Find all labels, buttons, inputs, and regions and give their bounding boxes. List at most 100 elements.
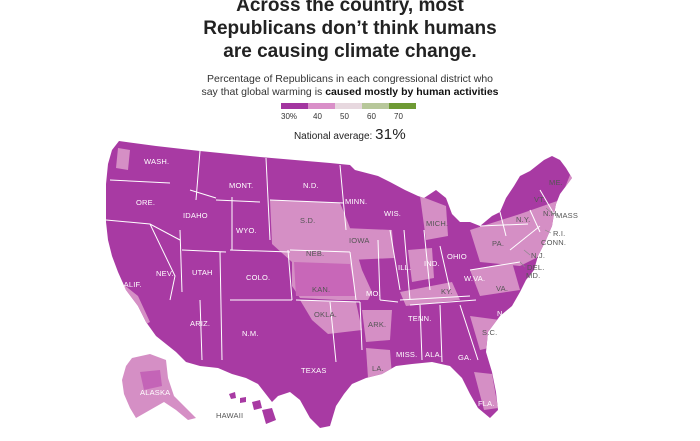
label-mo: MO. [366,289,381,298]
legend-swatch-4 [362,103,389,109]
label-neb: NEB. [306,249,324,258]
label-ala: ALA. [425,350,442,359]
label-calif: CALIF. [118,280,142,289]
district-kentucky-light [400,282,460,306]
label-sc: S.C. [482,328,497,337]
district-florida-light [474,372,498,410]
state-borders [106,150,555,363]
district-virginia-light [470,262,520,296]
label-alaska: ALASKA [140,388,170,397]
label-va: VA. [496,284,508,293]
district-iowa-light [344,228,394,260]
legend-swatch-3 [335,103,362,109]
label-ill: ILL. [398,263,411,272]
title-line-1: Across the country, most [236,0,464,16]
label-utah: UTAH [192,268,213,277]
district-indiana-ohio-light [408,248,434,282]
map-subtitle: Percentage of Republicans in each congre… [0,73,700,99]
label-conn: CONN. [541,238,566,247]
legend-swatch-5 [389,103,416,109]
district-arkansas-light [362,310,392,342]
district-washington-light [116,148,130,170]
label-sd: S.D. [300,216,315,225]
hawaii-island-4 [262,408,276,424]
label-ohio: OHIO [447,252,467,261]
label-wash: WASH. [144,157,169,166]
label-texas: TEXAS [301,366,327,375]
label-nj: N.J. [531,251,545,260]
alaska [122,354,196,420]
label-okla: OKLA. [314,310,337,319]
national-average-value: 31% [375,126,407,143]
label-kan: KAN. [312,285,330,294]
label-ind: IND. [424,259,440,268]
label-ky: KY. [441,287,453,296]
label-nh: N.H. [543,209,559,218]
national-average: National average: 31% [0,126,700,143]
subtitle-emphasis: caused mostly by human activities [325,86,499,98]
label-md: MD. [526,271,540,280]
label-del: DEL. [527,263,544,272]
label-la: LA. [372,364,384,373]
subtitle-line-1: Percentage of Republicans in each congre… [207,73,493,85]
alaska-shape [122,354,196,420]
label-pa: PA. [492,239,504,248]
alaska-district-dark [140,370,162,390]
hawaii-island-3 [252,400,262,410]
national-average-label: National average: [293,131,373,142]
label-ny: N.Y. [516,215,530,224]
label-ore: ORE. [136,198,155,207]
hawaii-island-1 [229,392,236,399]
subtitle-line-2: say that global warming is caused mostly… [0,86,700,99]
label-wva: W.VA. [464,274,485,283]
map-title: Across the country, most Republicans don… [0,0,700,63]
label-mont: MONT. [229,181,253,190]
legend-swatch-2 [308,103,335,109]
label-ri: R.I. [553,229,565,238]
legend-tick-70: 70 [394,112,403,121]
label-ga: GA. [458,353,472,362]
label-leader-lines [519,207,555,268]
label-nev: NEV. [156,269,174,278]
label-minn: MINN. [345,197,367,206]
label-wyo: WYO. [236,226,257,235]
state-labels: WASH. ORE. CALIF. NEV. IDAHO MONT. WYO. … [118,157,578,420]
legend-tick-50: 50 [340,112,349,121]
legend-ticks: 30% 40 50 60 70 [281,109,421,123]
subtitle-line-2-text: say that global warming is [201,86,326,98]
hawaii-island-2 [240,397,246,403]
label-nc: N.C. [497,309,513,318]
label-idaho: IDAHO [183,211,208,220]
label-fla: FLA. [478,399,495,408]
label-iowa: IOWA [349,236,370,245]
label-nm: N.M. [242,329,259,338]
color-legend: 30% 40 50 60 70 [281,103,421,123]
district-kansas-light [294,262,356,296]
district-louisiana-light [366,348,392,378]
title-line-2: Republicans don’t think humans [203,18,497,39]
label-ark: ARK. [368,320,386,329]
continental-us [106,141,572,428]
hawaii [229,392,276,424]
leader-ri [544,229,552,234]
legend-swatch-1 [281,103,308,109]
label-colo: COLO. [246,273,270,282]
legend-tick-40: 40 [313,112,322,121]
label-tenn: TENN. [408,314,432,323]
leader-nj [523,249,531,256]
label-nd: N.D. [303,181,319,190]
district-michigan-light [420,196,448,240]
label-vt: VT. [534,195,545,204]
label-miss: MISS. [396,350,417,359]
leader-del [519,261,526,268]
label-hawaii: HAWAII [216,411,243,420]
legend-tick-30: 30% [281,112,298,121]
label-ariz: ARIZ. [190,319,210,328]
leader-mass [545,207,555,216]
label-wis: WIS. [384,209,401,218]
legend-tick-60: 60 [367,112,376,121]
legend-color-bar [281,103,421,109]
label-mass: MASS [556,211,578,220]
label-mich: MICH. [426,219,448,228]
